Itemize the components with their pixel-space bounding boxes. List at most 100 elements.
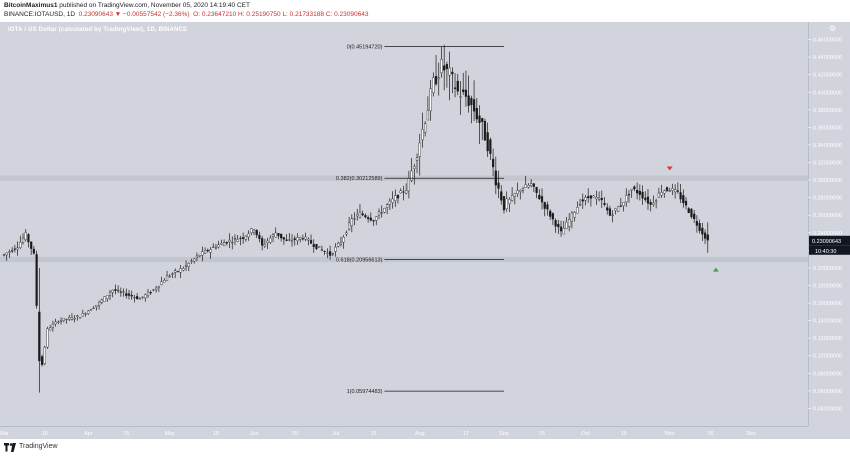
- candle-body: [59, 320, 63, 322]
- candle-body: [339, 242, 343, 245]
- candle-body: [508, 199, 511, 204]
- candle-body: [269, 237, 272, 243]
- candle-body: [95, 304, 98, 308]
- fib-level-label: 0.382(0.30212589): [336, 176, 383, 182]
- candle-body: [255, 229, 258, 236]
- candle-body: [280, 233, 283, 239]
- y-tick-label: 0.32000000: [813, 161, 842, 167]
- candle-body: [220, 242, 223, 245]
- chart-plot-area[interactable]: [0, 22, 808, 426]
- x-tick-label: Aug: [415, 431, 425, 437]
- candle-body: [38, 311, 41, 362]
- candle-body: [421, 129, 424, 141]
- candle-body: [358, 211, 362, 218]
- candle-body: [554, 220, 557, 227]
- candle-body: [679, 192, 682, 200]
- candle-body: [663, 190, 666, 194]
- candle-body: [549, 210, 552, 217]
- candle-body: [630, 188, 633, 191]
- candle-body: [32, 248, 35, 254]
- candle-body: [622, 202, 625, 206]
- candle-body: [252, 229, 256, 233]
- candle-body: [527, 185, 530, 188]
- candle-body: [410, 170, 413, 181]
- price-axis[interactable]: [808, 22, 850, 426]
- y-tick-label: 0.30000000: [813, 178, 842, 184]
- gear-icon[interactable]: ⚙: [829, 24, 837, 33]
- candle-body: [320, 249, 324, 251]
- candle-body: [603, 203, 606, 205]
- candle-body: [328, 251, 332, 256]
- x-tick-label: 15: [123, 431, 129, 437]
- candle-body: [432, 77, 435, 94]
- candle-body: [331, 253, 334, 255]
- candle-body: [222, 242, 226, 247]
- candle-body: [309, 240, 313, 244]
- candle-body: [519, 190, 522, 192]
- candle-body: [369, 217, 372, 221]
- candle-body: [114, 289, 117, 291]
- candle-body: [236, 239, 239, 242]
- last-price-label: 0.23090643: [812, 239, 841, 245]
- fib-level-label: 0.618(0.20956613): [336, 258, 383, 264]
- time-axis[interactable]: [0, 426, 808, 439]
- candle-body: [2, 254, 6, 256]
- candle-body: [13, 248, 16, 250]
- candle-body: [217, 244, 220, 248]
- candle-body: [5, 252, 8, 256]
- candle-body: [481, 118, 484, 122]
- candle-body: [78, 317, 82, 319]
- candle-body: [179, 268, 182, 273]
- candle-body: [187, 262, 190, 267]
- candle-body: [122, 291, 125, 293]
- candle-body: [676, 190, 679, 192]
- candle-body: [100, 299, 103, 303]
- candle-body: [168, 275, 171, 277]
- chart-title: IOTA / US Dollar (calculated by TradingV…: [8, 27, 188, 33]
- publish-date: published on TradingView.com, November 0…: [57, 2, 250, 9]
- candle-body: [323, 250, 326, 253]
- candle-body: [250, 228, 253, 233]
- candle-body: [530, 183, 533, 186]
- axis-corner: [808, 426, 850, 439]
- y-tick-label: 0.10000000: [813, 354, 842, 360]
- candle-body: [190, 260, 193, 262]
- candle-body: [144, 294, 147, 299]
- y-tick-label: 0.28000000: [813, 196, 842, 202]
- candle-body: [70, 316, 74, 320]
- candle-body: [98, 302, 101, 306]
- candle-body: [111, 289, 114, 293]
- y-tick-label: 0.38000000: [813, 108, 842, 114]
- candle-body: [595, 196, 598, 200]
- candle-body: [46, 328, 49, 348]
- candle-body: [51, 324, 55, 328]
- candle-body: [627, 194, 631, 196]
- candle-body: [242, 237, 245, 239]
- y-tick-label: 0.42000000: [813, 73, 842, 79]
- candle-body: [576, 207, 579, 214]
- candle-body: [337, 243, 340, 247]
- candle-body: [500, 191, 503, 201]
- candle-body: [146, 291, 150, 296]
- candle-body: [608, 208, 612, 216]
- candle-body: [375, 216, 378, 221]
- candle-body: [65, 318, 68, 321]
- candle-body: [73, 318, 76, 320]
- footer-brand: TradingView: [19, 443, 58, 450]
- author-name[interactable]: BitcoinMaximus1: [4, 2, 58, 9]
- candle-body: [288, 239, 291, 241]
- candle-body: [299, 237, 302, 240]
- candle-body: [201, 251, 204, 256]
- candle-body: [233, 238, 237, 240]
- candle-body: [589, 195, 593, 199]
- candle-body: [600, 198, 603, 201]
- x-tick-label: 18: [213, 431, 219, 437]
- candle-body: [511, 194, 514, 201]
- candle-body: [347, 222, 351, 230]
- candle-body: [380, 212, 383, 214]
- candle-body: [505, 198, 508, 209]
- candle-body: [674, 189, 677, 193]
- candle-body: [155, 287, 158, 291]
- candle-body: [633, 186, 636, 190]
